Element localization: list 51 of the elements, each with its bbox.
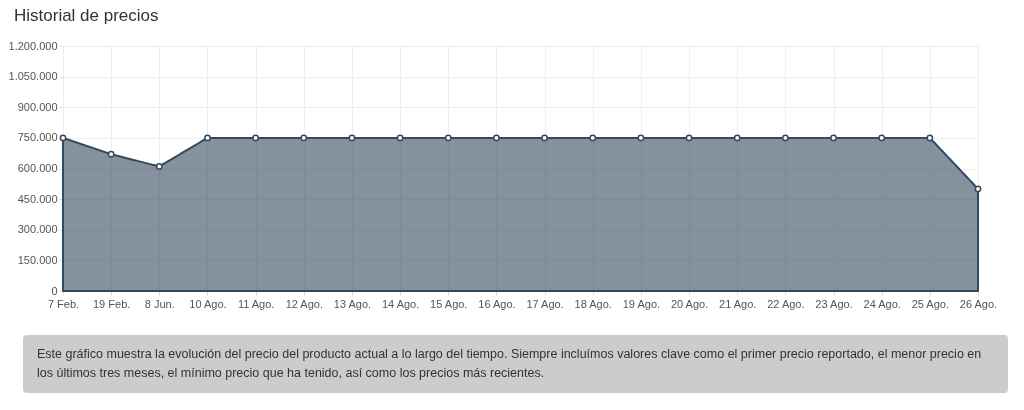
x-tick-label: 20 Ago.: [670, 297, 709, 310]
point: [589, 134, 597, 142]
point: [59, 134, 67, 142]
point: [204, 134, 211, 142]
point: [396, 134, 404, 142]
chart-title: Historial de precios: [14, 6, 159, 26]
point: [974, 185, 982, 193]
y-tick-label: 600.000: [17, 162, 58, 174]
x-tick-label: 8 Jun.: [144, 297, 175, 310]
y-tick-label: 150.000: [17, 253, 58, 266]
x-tick-label: 24 Ago.: [863, 297, 901, 310]
x-tick-label: 15 Ago.: [430, 297, 468, 310]
x-tick-label: 17 Ago.: [526, 297, 564, 310]
y-tick-label: 1.050.000: [8, 70, 58, 83]
x-tick-label: 26 Ago.: [959, 297, 998, 310]
y-tick-label: 750.000: [17, 131, 58, 144]
x-tick-label: 25 Ago.: [911, 297, 950, 310]
x-tick-label: 19 Ago.: [622, 297, 661, 310]
point: [637, 134, 645, 142]
point: [926, 134, 934, 142]
x-tick-label: 13 Ago.: [333, 297, 372, 310]
x-tick-label: 21 Ago.: [719, 297, 757, 310]
point: [252, 134, 260, 142]
point: [781, 134, 789, 142]
y-tick-label: 1.200.000: [8, 39, 58, 52]
point: [155, 163, 163, 170]
point: [830, 134, 837, 142]
x-tick-label: 22 Ago.: [767, 297, 805, 310]
point: [444, 134, 452, 142]
y-tick-label: 450.000: [17, 192, 58, 205]
x-tick-label: 7 Feb.: [47, 297, 80, 310]
x-tick-label: 18 Ago.: [574, 297, 612, 310]
point: [878, 134, 886, 142]
x-tick-label: 23 Ago.: [815, 297, 853, 310]
point: [685, 134, 693, 142]
x-tick-label: 19 Feb.: [93, 297, 131, 310]
point: [300, 134, 308, 142]
point: [541, 134, 548, 142]
x-tick-label: 11 Ago.: [237, 297, 275, 310]
x-tick-label: 10 Ago.: [189, 297, 227, 310]
text: Este gráfico muestra la evolución del precio del producto actual a lo largo del tiempo. Siempre incluímos valores clave como el primer precio reportado, el menor precio en los últimos tres meses, el mínimo precio que ha tenido, así como los precios más recientes.: [23, 335, 1008, 393]
x-tick-label: 16 Ago.: [478, 297, 516, 310]
point: [493, 134, 500, 142]
x-tick-label: 14 Ago.: [381, 297, 420, 310]
x-tick-label: 12 Ago.: [285, 297, 323, 310]
y-tick-label: 300.000: [17, 223, 58, 236]
point: [107, 150, 115, 158]
point: [348, 134, 356, 142]
y-tick-label: 0: [51, 284, 58, 297]
point: [733, 134, 741, 142]
y-tick-label: 900.000: [17, 100, 58, 113]
